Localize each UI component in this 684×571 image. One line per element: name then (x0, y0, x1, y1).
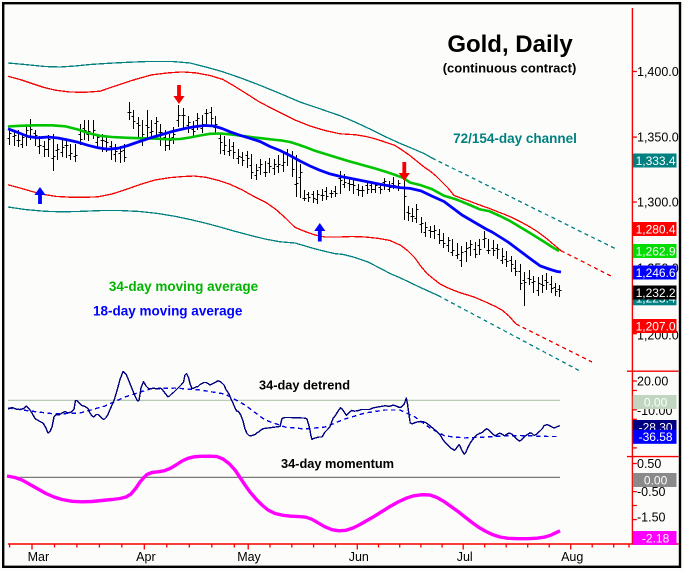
svg-text:1,333.4: 1,333.4 (636, 154, 676, 168)
svg-text:18-day moving average: 18-day moving average (93, 304, 243, 319)
svg-text:Jul: Jul (457, 550, 473, 564)
svg-text:1,262.9: 1,262.9 (636, 244, 676, 258)
svg-text:Apr: Apr (136, 550, 155, 564)
svg-text:1,207.0: 1,207.0 (636, 319, 676, 333)
svg-text:-36.58: -36.58 (639, 430, 673, 444)
svg-text:72/154-day channel: 72/154-day channel (453, 131, 577, 146)
svg-text:-0.50: -0.50 (637, 485, 666, 499)
svg-text:Gold, Daily: Gold, Daily (447, 31, 573, 58)
svg-text:1,232.2: 1,232.2 (636, 286, 676, 300)
svg-text:20.00: 20.00 (637, 374, 668, 388)
svg-text:0.00: 0.00 (644, 395, 668, 409)
svg-text:34-day detrend: 34-day detrend (259, 378, 350, 393)
svg-text:1,246.6: 1,246.6 (636, 266, 676, 280)
svg-text:1,400.0: 1,400.0 (637, 65, 679, 79)
svg-text:0.00: 0.00 (644, 473, 668, 487)
svg-text:1,300.0: 1,300.0 (637, 195, 679, 209)
svg-text:1,280.4: 1,280.4 (636, 222, 676, 236)
svg-text:1,350.0: 1,350.0 (637, 130, 679, 144)
svg-text:May: May (237, 550, 261, 564)
svg-text:-2.18: -2.18 (642, 531, 670, 545)
svg-text:Aug: Aug (561, 550, 583, 564)
svg-text:-1.50: -1.50 (637, 510, 666, 524)
svg-text:34-day momentum: 34-day momentum (281, 456, 394, 471)
svg-text:34-day moving average: 34-day moving average (109, 279, 259, 294)
svg-text:0.50: 0.50 (637, 457, 661, 471)
svg-text:Mar: Mar (28, 550, 50, 564)
svg-text:Jun: Jun (349, 550, 369, 564)
svg-text:(continuous contract): (continuous contract) (443, 61, 577, 76)
